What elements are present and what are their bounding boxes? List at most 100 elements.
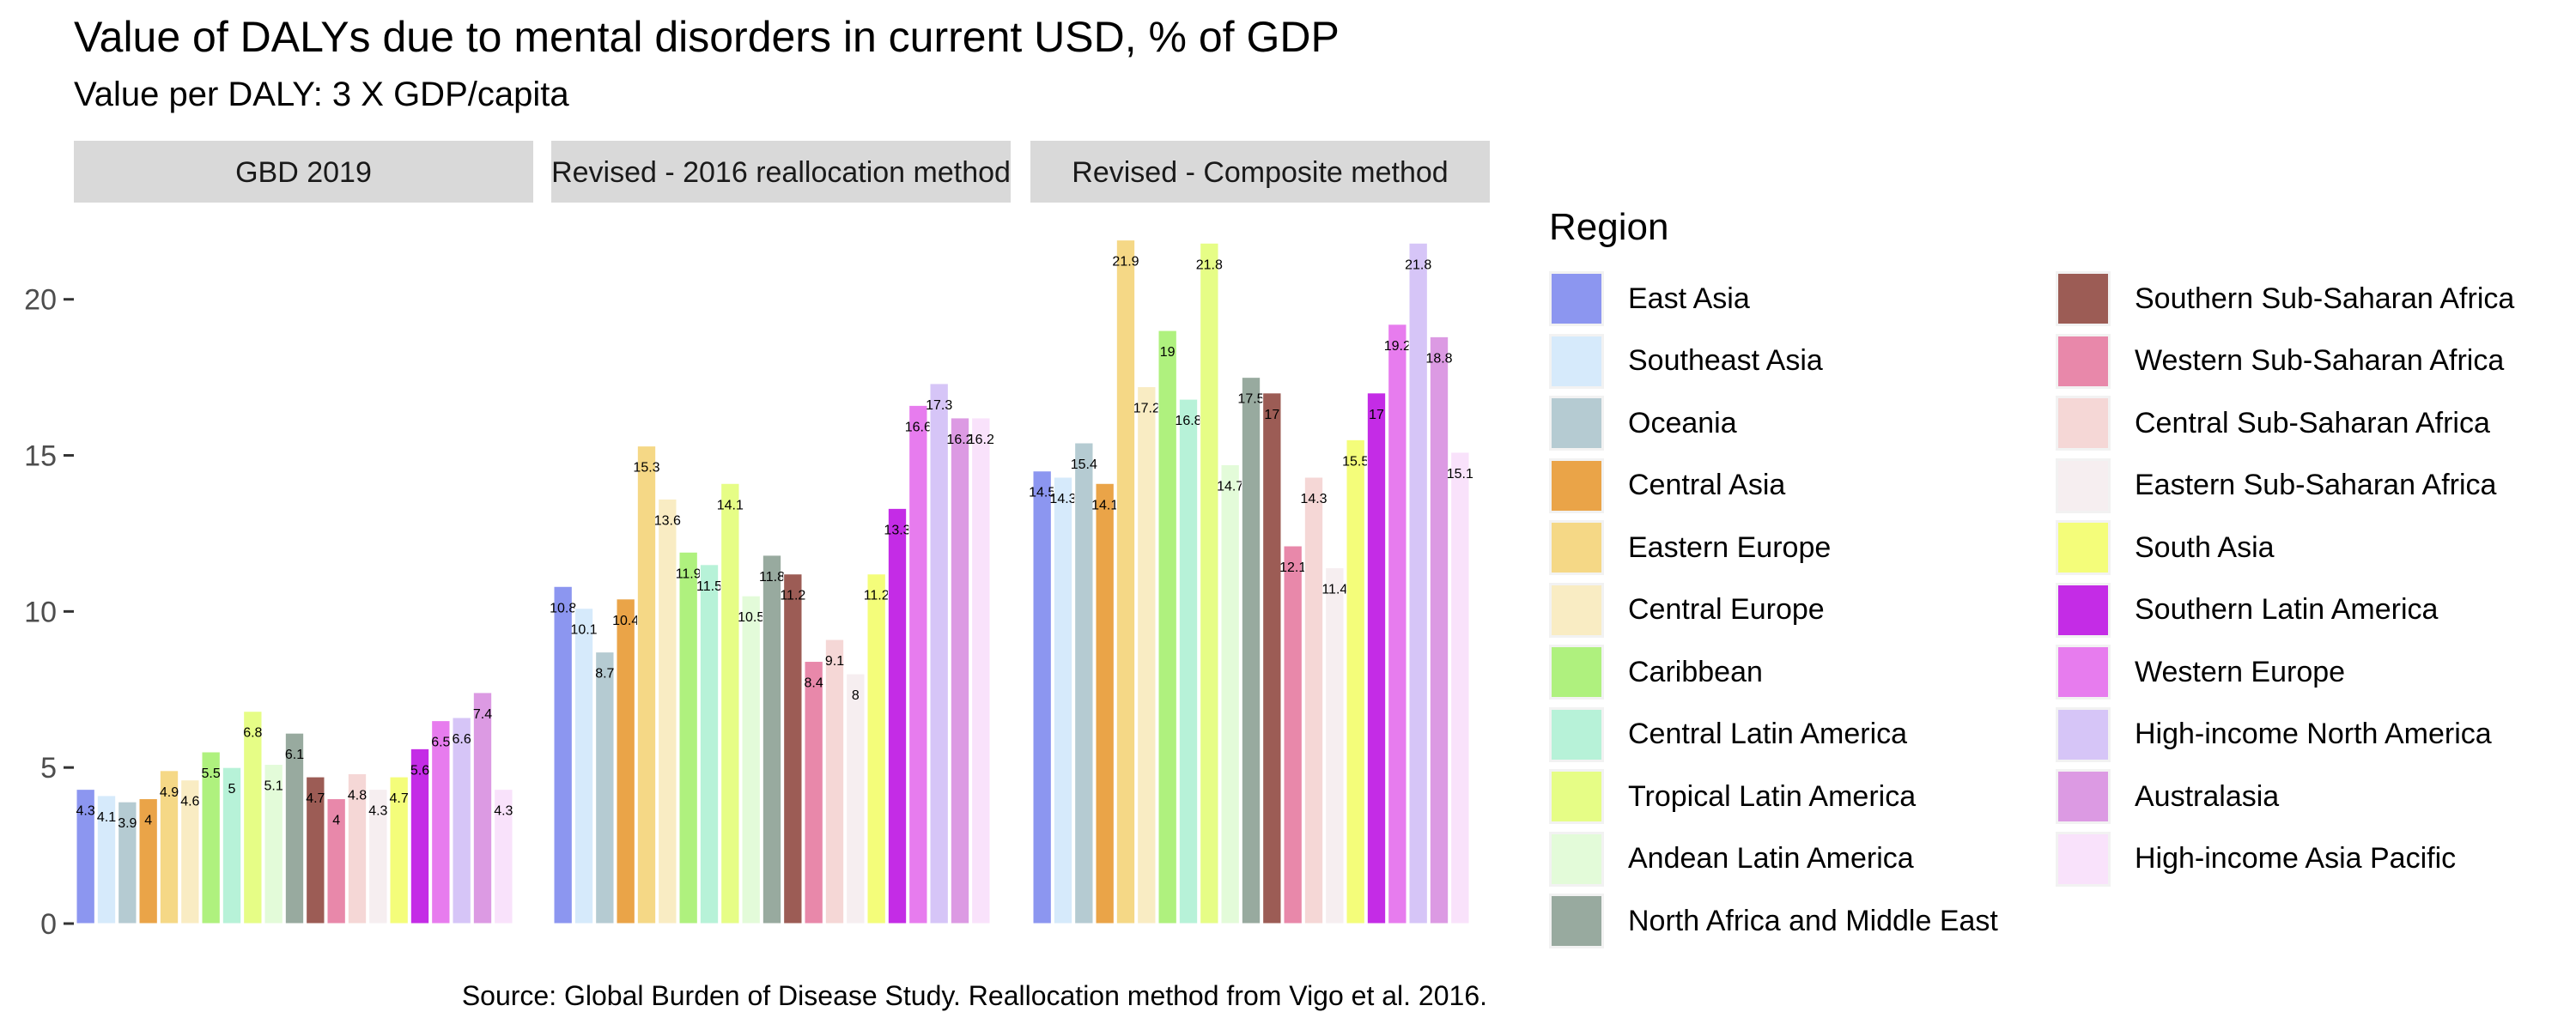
legend-item: North Africa and Middle East bbox=[1549, 890, 1998, 952]
bar bbox=[1303, 476, 1324, 924]
bar bbox=[929, 383, 949, 924]
bar bbox=[887, 507, 908, 924]
bar bbox=[824, 639, 845, 924]
bar bbox=[1178, 398, 1199, 924]
data-label: 18.8 bbox=[1425, 351, 1452, 366]
facet-strip-label: Revised - Composite method bbox=[1072, 156, 1448, 189]
legend-key bbox=[1549, 396, 1604, 451]
bar bbox=[783, 573, 803, 924]
legend-label: North Africa and Middle East bbox=[1628, 904, 1998, 937]
legend-key bbox=[1549, 582, 1604, 638]
bar bbox=[431, 720, 451, 924]
legend-label: Southeast Asia bbox=[1628, 344, 1823, 377]
data-label: 4.3 bbox=[368, 804, 387, 819]
legend-label: Eastern Europe bbox=[1628, 530, 1832, 564]
bar bbox=[96, 795, 117, 924]
data-label: 17 bbox=[1264, 408, 1279, 422]
data-label: 4.7 bbox=[390, 791, 409, 806]
bar bbox=[1408, 242, 1428, 924]
legend-label: Western Europe bbox=[2135, 655, 2346, 688]
legend-label: Eastern Sub-Saharan Africa bbox=[2135, 469, 2497, 501]
legend-key bbox=[2056, 271, 2111, 326]
bar bbox=[1429, 336, 1449, 924]
bar bbox=[452, 717, 471, 924]
bar bbox=[1137, 386, 1157, 924]
data-label: 17.2 bbox=[1133, 402, 1160, 416]
y-tick-label: 15 bbox=[24, 440, 57, 473]
bar bbox=[741, 595, 761, 924]
data-label: 6.6 bbox=[453, 732, 471, 747]
legend-key bbox=[1549, 333, 1604, 389]
legend-label: Central Europe bbox=[1628, 593, 1825, 626]
bar bbox=[243, 711, 263, 924]
data-label: 11.2 bbox=[780, 589, 805, 603]
data-label: 11.9 bbox=[676, 566, 702, 581]
bar bbox=[472, 692, 493, 924]
legend-item: South Asia bbox=[2056, 517, 2275, 579]
legend-key bbox=[2056, 645, 2111, 700]
y-tick-label: 0 bbox=[40, 908, 57, 941]
legend-item: Tropical Latin America bbox=[1549, 766, 1916, 827]
bar bbox=[138, 798, 158, 924]
bar bbox=[222, 766, 242, 924]
facet-strip-label: GBD 2019 bbox=[235, 156, 372, 189]
data-label: 10.5 bbox=[738, 610, 764, 625]
data-label: 17.5 bbox=[1237, 392, 1264, 407]
bar bbox=[595, 651, 615, 924]
bar bbox=[494, 789, 513, 924]
facet-strip bbox=[74, 141, 533, 203]
bar bbox=[1053, 476, 1073, 924]
legend-item: Southern Sub-Saharan Africa bbox=[2056, 268, 2514, 330]
legend-key bbox=[2056, 396, 2111, 451]
legend-item: Southern Latin America bbox=[2056, 579, 2438, 641]
data-label: 3.9 bbox=[118, 816, 137, 831]
bar bbox=[1115, 239, 1136, 924]
bar bbox=[658, 498, 677, 924]
data-label: 15.5 bbox=[1342, 454, 1369, 469]
data-label: 10.4 bbox=[612, 614, 639, 628]
bar bbox=[678, 551, 698, 924]
data-label: 10.8 bbox=[550, 601, 576, 615]
data-label: 11.2 bbox=[864, 589, 890, 603]
bar bbox=[846, 673, 866, 924]
legend-label: Western Sub-Saharan Africa bbox=[2135, 344, 2505, 377]
bar bbox=[368, 789, 388, 924]
data-label: 5 bbox=[228, 782, 236, 797]
data-label: 17 bbox=[1369, 408, 1384, 422]
bar bbox=[1074, 442, 1094, 924]
legend-item: High-income Asia Pacific bbox=[2056, 828, 2456, 890]
data-label: 21.9 bbox=[1112, 255, 1139, 270]
bar bbox=[347, 772, 368, 924]
legend-item: Southeast Asia bbox=[1549, 330, 1823, 392]
data-label: 5.5 bbox=[202, 766, 221, 781]
bar bbox=[201, 751, 221, 924]
facet-strip bbox=[1030, 141, 1490, 203]
legend-key bbox=[1549, 706, 1604, 762]
legend-key bbox=[2056, 520, 2111, 575]
legend-item: East Asia bbox=[1549, 268, 1750, 330]
bar bbox=[264, 764, 283, 924]
data-label: 19 bbox=[1160, 345, 1176, 360]
legend-item: Western Sub-Saharan Africa bbox=[2056, 330, 2504, 392]
bar bbox=[636, 445, 657, 924]
legend-key bbox=[2056, 457, 2111, 513]
data-label: 15.4 bbox=[1071, 457, 1097, 472]
legend-label: High-income Asia Pacific bbox=[2135, 842, 2457, 875]
data-label: 11.4 bbox=[1321, 582, 1347, 597]
data-label: 19.2 bbox=[1384, 339, 1411, 354]
data-label: 16.2 bbox=[946, 433, 973, 447]
legend-label: Southern Latin America bbox=[2135, 593, 2439, 626]
bar bbox=[410, 748, 430, 924]
bar bbox=[306, 776, 325, 924]
data-label: 14.5 bbox=[1029, 486, 1055, 500]
legend-label: Andean Latin America bbox=[1628, 842, 1914, 875]
bar bbox=[284, 732, 305, 924]
data-label: 5.6 bbox=[410, 763, 429, 778]
y-tick-label: 20 bbox=[24, 284, 57, 317]
bar bbox=[950, 417, 970, 924]
data-label: 5.1 bbox=[264, 779, 283, 794]
bar bbox=[1283, 545, 1303, 924]
legend-label: Southern Sub-Saharan Africa bbox=[2135, 282, 2515, 315]
chart-title: Value of DALYs due to mental disorders i… bbox=[74, 13, 1340, 61]
